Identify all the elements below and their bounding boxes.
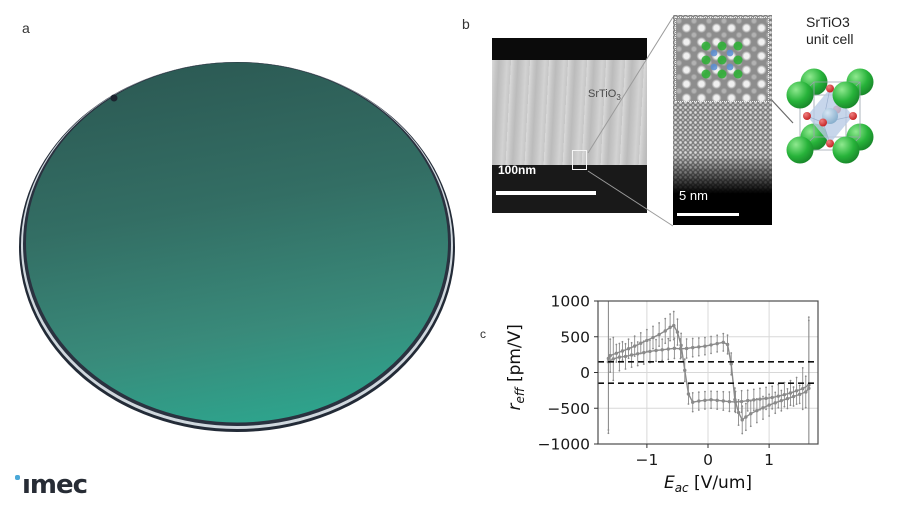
imec-logo: ımec bbox=[13, 468, 103, 504]
unit-cell-caption: SrTiO3 unit cell bbox=[806, 14, 898, 48]
sr-column-markers bbox=[701, 41, 743, 79]
atom-overlay bbox=[701, 41, 743, 79]
tem-material-label-sub: 3 bbox=[616, 93, 621, 103]
tem-srtio3-film bbox=[492, 60, 647, 165]
tem-scalebar bbox=[496, 191, 596, 195]
unit-cell-model bbox=[786, 68, 874, 164]
svg-text:−500: −500 bbox=[547, 400, 590, 418]
svg-text:1: 1 bbox=[764, 451, 774, 469]
reff-vs-eac-chart: −1 0 1 −1000 −500 0 500 1000 Eac [V/um] reff [pm/… bbox=[505, 293, 819, 495]
svg-text:−1: −1 bbox=[635, 451, 658, 469]
tem-cross-section-image: SrTiO3 100nm bbox=[492, 38, 647, 213]
connector-line-top bbox=[587, 16, 674, 154]
svg-text:0: 0 bbox=[580, 364, 590, 382]
atomic-resolution-inset: 5 nm bbox=[673, 15, 772, 225]
tem-material-label-text: SrTiO bbox=[588, 88, 617, 100]
svg-text:0: 0 bbox=[703, 451, 713, 469]
inset-scalebar bbox=[677, 213, 739, 216]
tem-top-layer bbox=[492, 38, 647, 60]
wafer-surface bbox=[26, 62, 448, 423]
ti-column-markers bbox=[710, 49, 734, 71]
tem-scalebar-label: 100nm bbox=[498, 163, 537, 177]
wafer-notch bbox=[110, 94, 118, 102]
panel-b-label: b bbox=[462, 16, 470, 32]
panel-c-label: c bbox=[480, 327, 486, 341]
panel-a-label: a bbox=[22, 20, 30, 36]
svg-text:reff [pm/V]: reff [pm/V] bbox=[505, 324, 527, 410]
svg-text:500: 500 bbox=[560, 328, 590, 346]
wafer-photo bbox=[19, 62, 455, 432]
imec-logo-dot-icon bbox=[15, 475, 20, 480]
svg-text:Eac [V/um]: Eac [V/um] bbox=[664, 473, 752, 495]
svg-text:−1000: −1000 bbox=[538, 436, 590, 454]
tem-material-label: SrTiO3 bbox=[588, 88, 621, 102]
tem-zoom-region-box bbox=[572, 150, 587, 170]
unit-cell-caption-line1: SrTiO3 bbox=[806, 14, 850, 30]
tem-substrate bbox=[492, 165, 647, 213]
unit-cell-caption-line2: unit cell bbox=[806, 31, 854, 47]
imec-logo-text: ımec bbox=[22, 470, 88, 500]
connector-line-bottom bbox=[587, 170, 674, 227]
inset-scalebar-label: 5 nm bbox=[679, 188, 708, 203]
sr-atoms-front bbox=[786, 81, 860, 164]
o-atoms-front bbox=[803, 84, 857, 148]
svg-text:1000: 1000 bbox=[551, 293, 590, 311]
